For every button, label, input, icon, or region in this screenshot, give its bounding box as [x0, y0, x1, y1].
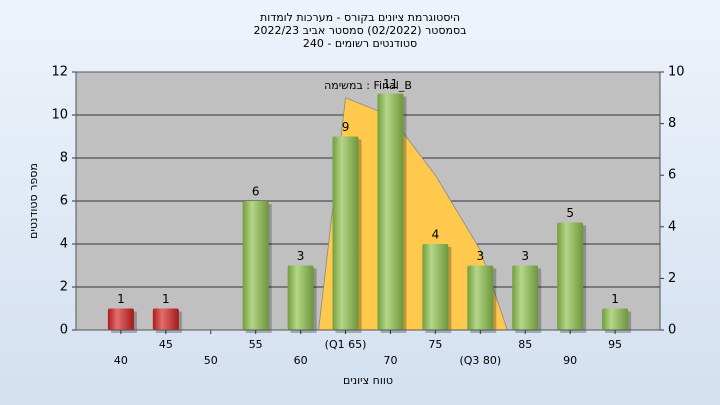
title-line: בסמסטר (02/2022) סמסטר אביב 2022/23	[253, 24, 466, 37]
data-label: 1	[611, 292, 619, 306]
y-axis-label: מספר סטודנטים	[27, 163, 40, 239]
y-tick-label: 8	[60, 151, 68, 166]
title-line: היסטוגרמת ציונים בקורס - מערכות לומדות	[260, 11, 460, 24]
x-tick-label: 75	[428, 338, 442, 351]
x-tick-label: 60	[294, 354, 308, 367]
x-tick-label: (Q1 65)	[325, 338, 367, 351]
data-label: 9	[342, 120, 350, 134]
y2-tick-label: 8	[668, 116, 676, 131]
bar	[242, 201, 269, 330]
bar	[602, 308, 629, 330]
x-tick-label: 50	[204, 354, 218, 367]
bar	[287, 265, 314, 330]
y-tick-label: 6	[60, 194, 68, 209]
y2-tick-label: 2	[668, 271, 676, 286]
y-tick-label: 10	[51, 108, 68, 123]
data-label: 11	[383, 77, 398, 91]
data-label: 3	[297, 249, 305, 263]
y-tick-label: 0	[60, 323, 68, 338]
y2-tick-label: 4	[668, 219, 676, 234]
x-axis-label: טווח ציונים	[343, 374, 393, 387]
x-tick-label: (Q3 80)	[459, 354, 501, 367]
plot-border	[75, 71, 661, 331]
y-tick-label: 2	[60, 280, 68, 295]
y2-tick-label: 10	[668, 65, 685, 80]
x-tick-label: 70	[383, 354, 397, 367]
y-tick-label: 12	[51, 65, 68, 80]
y-tick-label: 4	[60, 237, 68, 252]
bar	[332, 136, 359, 330]
bar	[152, 308, 179, 330]
data-label: 1	[162, 292, 170, 306]
annotation: במשימה : Final_B	[324, 79, 412, 92]
y2-tick-label: 0	[668, 323, 676, 338]
data-label: 5	[566, 206, 574, 220]
data-label: 3	[476, 249, 484, 263]
bar	[512, 265, 539, 330]
x-tick-label: 85	[518, 338, 532, 351]
bar	[467, 265, 494, 330]
data-label: 4	[432, 228, 440, 242]
x-tick-label: 90	[563, 354, 577, 367]
data-label: 6	[252, 185, 260, 199]
y2-tick-label: 6	[668, 168, 676, 183]
x-tick-label: 55	[249, 338, 263, 351]
data-label: 1	[117, 292, 125, 306]
x-tick-label: 95	[608, 338, 622, 351]
bar	[107, 308, 134, 330]
x-tick-label: 40	[114, 354, 128, 367]
title-line: סטודנטים רשומים - 240	[303, 37, 417, 50]
bar	[557, 222, 584, 330]
bar	[377, 93, 404, 330]
x-tick-label: 45	[159, 338, 173, 351]
bar	[422, 244, 449, 330]
data-label: 3	[521, 249, 529, 263]
